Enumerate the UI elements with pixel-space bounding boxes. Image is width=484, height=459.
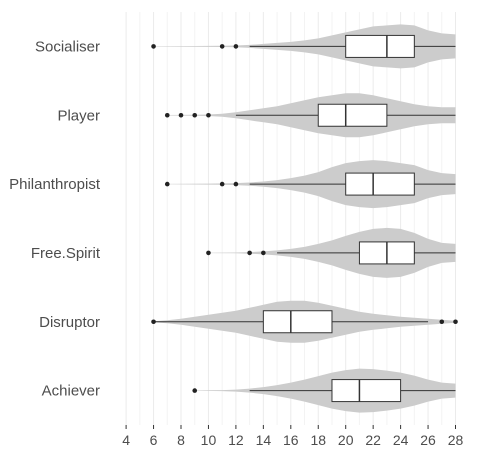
- x-tick-label: 18: [310, 432, 326, 448]
- x-tick-label: 10: [201, 432, 217, 448]
- iqr-box: [317, 103, 388, 127]
- outlier-point: [206, 112, 211, 118]
- x-axis-ticks: 4 6 8 10 12 14 16 18 20 22 24 26 28: [122, 425, 464, 448]
- outlier-point: [164, 112, 170, 118]
- category-label: Free.Spirit: [31, 245, 101, 262]
- x-tick-label: 26: [420, 432, 436, 448]
- outlier-point: [233, 44, 239, 49]
- outlier-point: [151, 319, 156, 325]
- outlier-point: [206, 250, 211, 256]
- category-label: Disruptor: [39, 314, 100, 331]
- iqr-box: [331, 379, 402, 403]
- x-tick-label: 24: [393, 432, 409, 448]
- category-label: Achiever: [42, 383, 100, 400]
- category-label: Philanthropist: [9, 176, 101, 193]
- category-labels: Socialiser Player Philanthropist Free.Spiri…: [9, 38, 101, 399]
- outlier-point: [151, 44, 156, 49]
- x-tick-label: 28: [448, 432, 464, 448]
- outlier-point: [164, 181, 170, 187]
- iqr-box: [345, 34, 415, 58]
- iqr-box: [345, 172, 415, 196]
- outlier-point: [233, 181, 239, 187]
- grid-lines: [125, 12, 457, 425]
- outlier-point: [453, 319, 458, 325]
- iqr-box: [262, 310, 333, 334]
- x-tick-label: 4: [122, 432, 130, 448]
- category-label: Player: [57, 107, 100, 124]
- outlier-point: [261, 250, 266, 256]
- x-tick-label: 8: [177, 432, 185, 448]
- outlier-point: [219, 44, 225, 49]
- box-plots: [151, 34, 458, 403]
- outlier-point: [439, 319, 445, 325]
- x-tick-label: 20: [338, 432, 354, 448]
- outlier-point: [247, 250, 252, 256]
- x-tick-label: 6: [150, 432, 158, 448]
- outlier-point: [178, 112, 184, 118]
- category-label: Socialiser: [35, 38, 100, 55]
- x-tick-label: 14: [256, 432, 272, 448]
- outlier-point: [219, 181, 225, 187]
- x-tick-label: 12: [228, 432, 244, 448]
- outlier-point: [192, 388, 198, 393]
- x-tick-label: 22: [365, 432, 381, 448]
- outlier-point: [192, 112, 198, 118]
- x-tick-label: 16: [283, 432, 299, 448]
